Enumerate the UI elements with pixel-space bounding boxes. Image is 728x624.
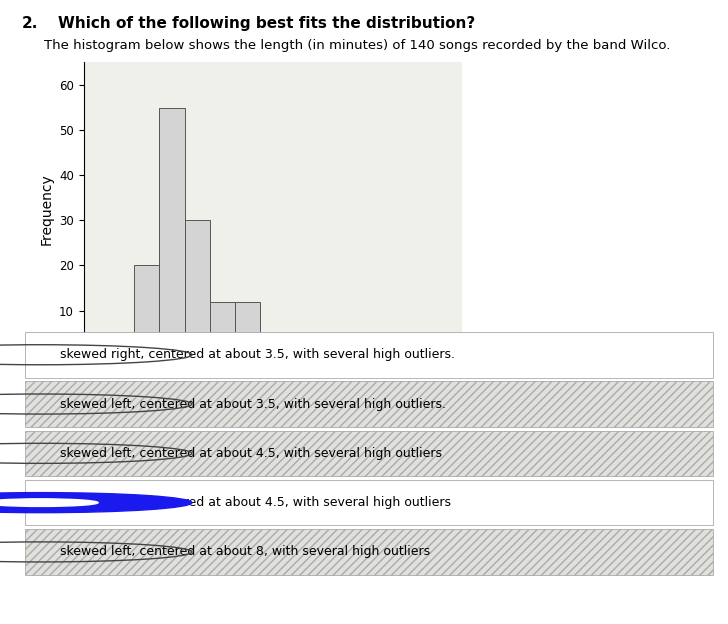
Bar bbox=[311, 351, 336, 356]
Text: skewed right, centered at about 3.5, with several high outliers.: skewed right, centered at about 3.5, wit… bbox=[60, 348, 455, 361]
Bar bbox=[235, 301, 261, 356]
Bar bbox=[159, 107, 185, 356]
Y-axis label: Frequency: Frequency bbox=[39, 173, 54, 245]
Text: skewed left, centered at about 4.5, with several high outliers: skewed left, centered at about 4.5, with… bbox=[60, 447, 442, 460]
Text: 2.: 2. bbox=[22, 16, 38, 31]
Bar bbox=[361, 347, 387, 356]
Bar bbox=[210, 301, 235, 356]
Bar bbox=[336, 347, 361, 356]
Circle shape bbox=[0, 492, 192, 513]
Bar bbox=[185, 220, 210, 356]
Text: skewed right, centered at about 4.5, with several high outliers: skewed right, centered at about 4.5, wit… bbox=[60, 496, 451, 509]
Circle shape bbox=[0, 499, 98, 507]
Text: Which of the following best fits the distribution?: Which of the following best fits the dis… bbox=[58, 16, 475, 31]
Text: The histogram below shows the length (in minutes) of 140 songs recorded by the b: The histogram below shows the length (in… bbox=[44, 39, 670, 52]
Text: skewed left, centered at about 3.5, with several high outliers.: skewed left, centered at about 3.5, with… bbox=[60, 397, 446, 411]
Bar bbox=[412, 351, 437, 356]
Bar bbox=[387, 351, 412, 356]
Text: skewed left, centered at about 8, with several high outliers: skewed left, centered at about 8, with s… bbox=[60, 545, 430, 558]
X-axis label: Song length (minutes): Song length (minutes) bbox=[186, 384, 360, 398]
Bar bbox=[134, 265, 159, 356]
